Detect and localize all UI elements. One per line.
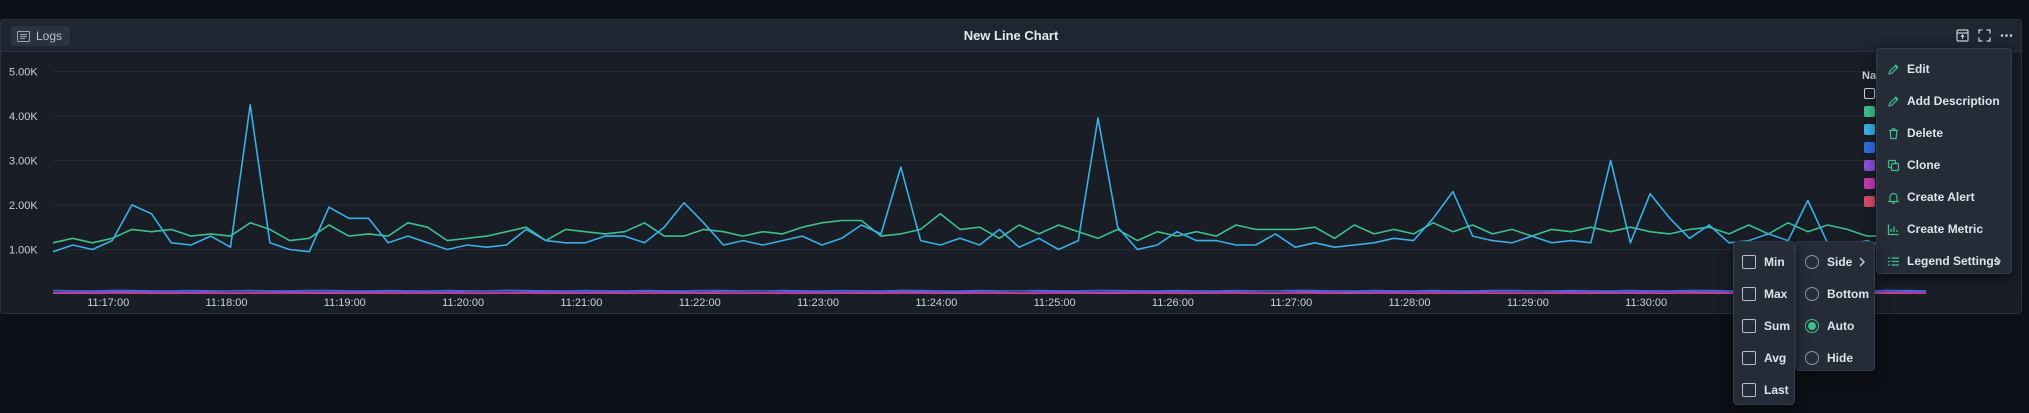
menu-item-label: Delete: [1907, 126, 1944, 140]
pencil-icon: [1888, 96, 1899, 107]
x-tick-label: 11:29:00: [1507, 297, 1549, 309]
legend-position-menu: Side Bottom Auto Hide: [1795, 241, 1875, 371]
logs-icon: [17, 30, 30, 42]
expand-icon[interactable]: [1977, 28, 1991, 42]
position-option-bottom[interactable]: Bottom: [1796, 278, 1874, 310]
x-tick-label: 11:27:00: [1270, 297, 1312, 309]
x-tick-label: 11:20:00: [442, 297, 484, 309]
menu-item-label: Legend Settings: [1907, 254, 2001, 268]
checkbox-min[interactable]: [1742, 255, 1756, 269]
value-option-max[interactable]: Max: [1734, 278, 1794, 310]
menu-item-add-description[interactable]: Add Description: [1877, 85, 2011, 117]
menu-item-label: Create Alert: [1907, 190, 1975, 204]
legend-swatch[interactable]: [1864, 178, 1875, 189]
x-tick-label: 11:21:00: [560, 297, 602, 309]
x-tick-label: 11:19:00: [324, 297, 366, 309]
position-label: Side: [1827, 255, 1853, 269]
panel-title: New Line Chart: [963, 28, 1059, 43]
series-line-0: [52, 213, 1927, 251]
value-label: Max: [1764, 287, 1788, 301]
menu-item-edit[interactable]: Edit: [1877, 53, 2011, 85]
legend-column: [1864, 88, 1875, 214]
y-tick-label: 5.00K: [9, 66, 38, 78]
legend-select-all-checkbox[interactable]: [1864, 88, 1875, 99]
x-tick-label: 11:18:00: [206, 297, 248, 309]
menu-item-label: Create Metric: [1907, 222, 1984, 236]
value-label: Avg: [1764, 351, 1787, 365]
x-tick-label: 11:25:00: [1034, 297, 1076, 309]
legend-swatch[interactable]: [1864, 124, 1875, 135]
menu-item-legend-settings[interactable]: Legend Settings: [1877, 245, 2011, 277]
pencil-icon: [1888, 64, 1899, 75]
position-option-hide[interactable]: Hide: [1796, 342, 1874, 374]
x-tick-label: 11:26:00: [1152, 297, 1194, 309]
list-icon: [1888, 256, 1899, 266]
value-option-sum[interactable]: Sum: [1734, 310, 1794, 342]
bar-chart-icon: [1887, 224, 1899, 235]
checkbox-max[interactable]: [1742, 287, 1756, 301]
y-tick-label: 2.00K: [9, 200, 38, 212]
checkbox-sum[interactable]: [1742, 319, 1756, 333]
chart-area: 5.00K 4.00K 3.00K 2.00K 1.00K 11:17:00 11:18:0…: [1, 53, 2021, 313]
legend-swatch[interactable]: [1864, 106, 1875, 117]
value-option-min[interactable]: Min: [1734, 246, 1794, 278]
bell-icon: [1887, 192, 1900, 204]
panel-header: Logs New Line Chart: [1, 20, 2021, 52]
more-icon[interactable]: [1999, 28, 2013, 42]
menu-item-create-metric[interactable]: Create Metric: [1877, 213, 2011, 245]
position-label: Bottom: [1827, 287, 1869, 301]
value-option-avg[interactable]: Avg: [1734, 342, 1794, 374]
legend-swatch[interactable]: [1864, 196, 1875, 207]
chevron-right-icon: [1995, 256, 2001, 266]
menu-item-label: Add Description: [1907, 94, 2000, 108]
checkbox-last[interactable]: [1742, 383, 1756, 397]
x-tick-label: 11:22:00: [679, 297, 721, 309]
legend-swatch[interactable]: [1864, 160, 1875, 171]
series-line-1: [52, 103, 1927, 253]
checkbox-avg[interactable]: [1742, 351, 1756, 365]
position-option-side[interactable]: Side: [1796, 246, 1874, 278]
trash-icon: [1889, 127, 1898, 139]
legend-values-menu: Min Max Sum Avg Last: [1733, 241, 1795, 405]
x-tick-label: 11:28:00: [1389, 297, 1431, 309]
value-label: Min: [1764, 255, 1785, 269]
menu-item-create-alert[interactable]: Create Alert: [1877, 181, 2011, 213]
series-line-2: [52, 289, 1927, 292]
panel-icon[interactable]: [1955, 28, 1969, 42]
menu-item-label: Edit: [1907, 62, 1930, 76]
x-tick-label: 11:24:00: [915, 297, 957, 309]
clone-icon: [1887, 159, 1900, 171]
x-tick-label: 11:17:00: [87, 297, 129, 309]
y-tick-label: 4.00K: [9, 111, 38, 123]
radio-hide[interactable]: [1805, 351, 1819, 365]
value-label: Sum: [1764, 319, 1791, 333]
position-label: Hide: [1827, 351, 1854, 365]
logs-tag-label: Logs: [36, 29, 63, 43]
x-tick-label: 11:23:00: [797, 297, 839, 309]
line-chart: 5.00K 4.00K 3.00K 2.00K 1.00K 11:17:00 11:18:0…: [9, 66, 2011, 309]
panel-options-menu: Edit Add Description Delete Clone Create…: [1876, 48, 2012, 274]
logs-tag[interactable]: Logs: [11, 26, 71, 46]
radio-side[interactable]: [1805, 255, 1819, 269]
radio-bottom[interactable]: [1805, 287, 1819, 301]
position-option-auto[interactable]: Auto: [1796, 310, 1874, 342]
value-option-last[interactable]: Last: [1734, 374, 1794, 406]
x-tick-label: 11:30:00: [1625, 297, 1667, 309]
radio-auto[interactable]: [1805, 319, 1819, 333]
chart-panel: Logs New Line Chart 5.00K 4.00K 3.00K 2.00K…: [0, 19, 2022, 314]
value-label: Last: [1764, 383, 1789, 397]
menu-item-delete[interactable]: Delete: [1877, 117, 2011, 149]
y-tick-label: 3.00K: [9, 155, 38, 167]
legend-header: Na: [1862, 70, 1877, 82]
y-tick-label: 1.00K: [9, 244, 38, 256]
menu-item-label: Clone: [1907, 158, 1941, 172]
legend-swatch[interactable]: [1864, 142, 1875, 153]
header-actions: [1955, 28, 2013, 42]
position-label: Auto: [1827, 319, 1855, 333]
menu-item-clone[interactable]: Clone: [1877, 149, 2011, 181]
series-line-3: [52, 290, 1927, 293]
chevron-right-icon: [1859, 257, 1865, 267]
